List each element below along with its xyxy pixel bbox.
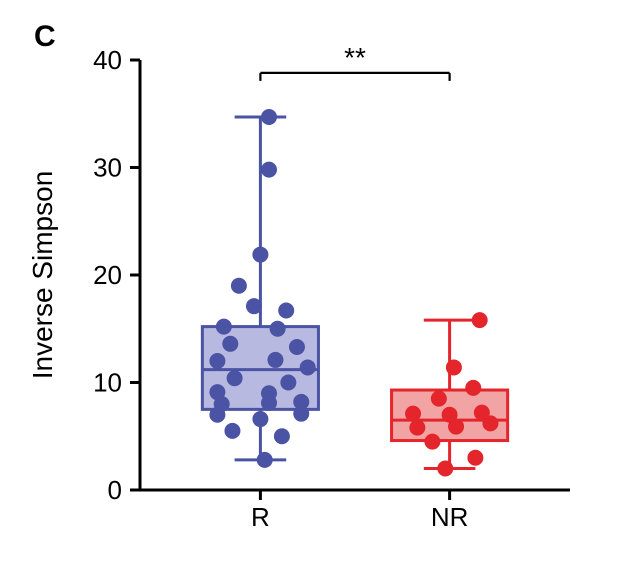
data-point: [267, 352, 283, 368]
data-point: [261, 395, 277, 411]
data-point: [257, 452, 273, 468]
data-point: [446, 359, 462, 375]
data-point: [437, 461, 453, 477]
data-point: [409, 420, 425, 436]
data-point: [472, 312, 488, 328]
data-point: [231, 278, 247, 294]
data-point: [424, 434, 440, 450]
y-tick-label: 10: [93, 368, 122, 398]
data-point: [252, 247, 268, 263]
data-point: [246, 298, 262, 314]
data-point: [405, 406, 421, 422]
data-point: [224, 423, 240, 439]
data-point: [222, 336, 238, 352]
data-point: [216, 319, 232, 335]
data-point: [280, 375, 296, 391]
y-tick-label: 30: [93, 153, 122, 183]
data-point: [270, 321, 286, 337]
data-point: [252, 411, 268, 427]
panel-label: C: [34, 20, 56, 53]
data-point: [227, 370, 243, 386]
y-tick-label: 40: [93, 45, 122, 75]
data-point: [482, 415, 498, 431]
data-point: [209, 407, 225, 423]
y-tick-label: 0: [108, 475, 122, 505]
data-point: [293, 406, 309, 422]
data-point: [448, 419, 464, 435]
y-tick-label: 20: [93, 260, 122, 290]
data-point: [261, 162, 277, 178]
data-point: [289, 339, 305, 355]
y-axis-label: Inverse Simpson: [27, 171, 58, 380]
data-point: [278, 302, 294, 318]
data-point: [274, 428, 290, 444]
x-tick-label: R: [251, 502, 270, 532]
data-point: [300, 359, 316, 375]
data-point: [431, 391, 447, 407]
data-point: [467, 450, 483, 466]
data-point: [261, 109, 277, 125]
data-point: [209, 353, 225, 369]
x-tick-label: NR: [431, 502, 469, 532]
significance-label: **: [344, 42, 366, 73]
data-point: [465, 380, 481, 396]
